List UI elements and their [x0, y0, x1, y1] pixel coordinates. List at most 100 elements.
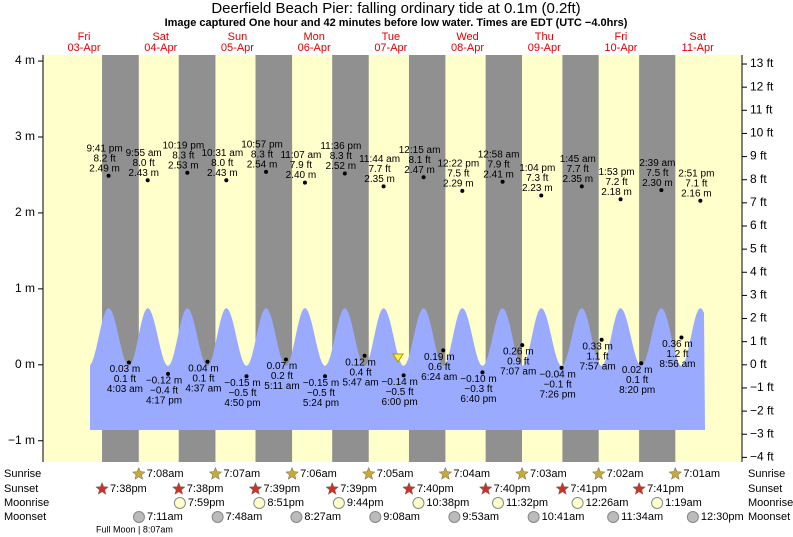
tide-m: −0.15 m	[224, 378, 260, 389]
row-label: Moonset	[4, 511, 46, 523]
sunset-icon	[555, 481, 570, 495]
tide-point	[441, 348, 446, 353]
day-name: Wed	[456, 31, 478, 43]
row-label: Moonset	[748, 511, 790, 523]
tide-point	[302, 180, 307, 185]
tide-point	[421, 175, 426, 180]
tide-time: 5:11 am	[264, 381, 299, 392]
tide-m: 2.30 m	[642, 178, 673, 189]
tide-time: 4:03 am	[107, 384, 143, 395]
tide-ft: −0.5 ft	[307, 388, 335, 399]
sunset-time: 7:38pm	[187, 483, 224, 495]
day-name: Fri	[615, 31, 628, 43]
tide-time: 4:17 pm	[146, 396, 182, 407]
sunrise-icon	[515, 466, 529, 480]
tide-point	[679, 335, 684, 340]
tide-ft: 7.7 ft	[567, 164, 589, 175]
y2-tick-label: 11 ft	[750, 102, 773, 116]
y2-tick-label: 3 ft	[750, 288, 767, 302]
y-tick-label: 0 m	[15, 357, 35, 371]
row-label: Sunrise	[748, 468, 785, 480]
tide-m: 2.54 m	[247, 160, 278, 171]
sunset-time: 7:41pm	[570, 483, 607, 495]
sunrise-icon	[208, 466, 223, 480]
tide-point	[539, 193, 544, 198]
moonset-time: 7:48am	[226, 511, 263, 523]
y2-tick-label: −3 ft	[750, 426, 774, 440]
tide-m: −0.10 m	[460, 374, 496, 385]
day-date: 08-Apr	[451, 42, 484, 54]
tide-time: 2:51 pm	[678, 168, 714, 179]
y2-tick-label: 10 ft	[750, 126, 774, 140]
tide-ft: 7.9 ft	[487, 159, 509, 170]
moonrise-time: 8:51pm	[267, 497, 304, 509]
tide-ft: 8.0 ft	[211, 158, 233, 169]
tide-point	[500, 179, 505, 184]
sunset-time: 7:39pm	[263, 483, 300, 495]
moonrise-icon	[253, 497, 266, 509]
tide-m: 0.19 m	[424, 352, 455, 363]
y2-tick-label: 9 ft	[750, 149, 767, 163]
tide-ft: 0.1 ft	[192, 373, 214, 384]
tide-time: 7:07 am	[500, 367, 536, 378]
tide-m: 2.29 m	[443, 179, 474, 190]
tide-ft: 0.4 ft	[349, 367, 371, 378]
tide-m: 2.41 m	[483, 169, 514, 180]
moonset-icon	[369, 511, 382, 523]
moonrise-time: 7:59pm	[188, 497, 225, 509]
tide-point	[401, 373, 406, 378]
sunrise-icon	[438, 466, 453, 480]
chart-subtitle: Image captured One hour and 42 minutes b…	[165, 17, 628, 29]
tide-point	[224, 178, 229, 183]
sunrise-time: 7:07am	[223, 468, 260, 480]
tide-ft: 0.9 ft	[507, 357, 529, 368]
sunset-icon	[632, 481, 646, 495]
tide-m: 2.47 m	[404, 165, 435, 176]
tide-ft: 8.0 ft	[133, 158, 155, 169]
tide-time: 4:37 am	[185, 383, 221, 394]
tide-ft: 7.5 ft	[646, 168, 668, 179]
sunset-time: 7:41pm	[647, 483, 684, 495]
moonset-time: 12:30pm	[701, 511, 744, 523]
tide-m: 0.12 m	[345, 357, 376, 368]
moonset-icon	[527, 511, 540, 523]
moonset-icon	[607, 511, 620, 523]
tide-m: 0.02 m	[622, 365, 653, 376]
day-date: 03-Apr	[68, 42, 101, 54]
tide-m: 0.07 m	[267, 361, 298, 372]
tide-time: 12:22 pm	[437, 159, 479, 170]
sunrise-time: 7:04am	[453, 468, 490, 480]
moonrise-icon	[332, 497, 345, 509]
tide-point	[579, 184, 584, 189]
tide-point	[599, 337, 604, 342]
tide-m: 2.52 m	[326, 161, 357, 172]
y2-tick-label: −1 ft	[750, 380, 774, 394]
sunrise-time: 7:05am	[377, 468, 414, 480]
moonset-icon	[132, 511, 145, 523]
sunset-time: 7:40pm	[417, 483, 454, 495]
moonrise-time: 12:26am	[586, 497, 629, 509]
sunset-icon	[402, 481, 416, 495]
tide-time: 9:41 pm	[87, 143, 123, 154]
moonset-icon	[686, 511, 699, 523]
day-date: 10-Apr	[604, 42, 637, 54]
y-tick-label: −1 m	[8, 433, 35, 447]
tide-m: 2.49 m	[89, 163, 120, 174]
y2-tick-label: 13 ft	[750, 56, 774, 70]
tide-ft: 0.1 ft	[626, 375, 648, 386]
tide-m: −0.15 m	[303, 378, 339, 389]
tide-point	[126, 360, 131, 365]
tide-ft: 8.3 ft	[172, 150, 194, 161]
tide-ft: 7.7 ft	[368, 164, 390, 175]
tide-time: 11:07 am	[280, 150, 321, 161]
moonset-icon	[290, 511, 303, 523]
sunset-icon	[171, 481, 186, 495]
day-name: Fri	[78, 31, 91, 43]
sunset-time: 7:39pm	[340, 483, 377, 495]
day-date: 06-Apr	[298, 42, 331, 54]
tide-point	[639, 361, 644, 366]
tide-point	[145, 178, 150, 183]
sunrise-icon	[285, 466, 299, 480]
y2-tick-label: 5 ft	[750, 241, 767, 255]
tide-ft: 7.5 ft	[447, 169, 469, 180]
